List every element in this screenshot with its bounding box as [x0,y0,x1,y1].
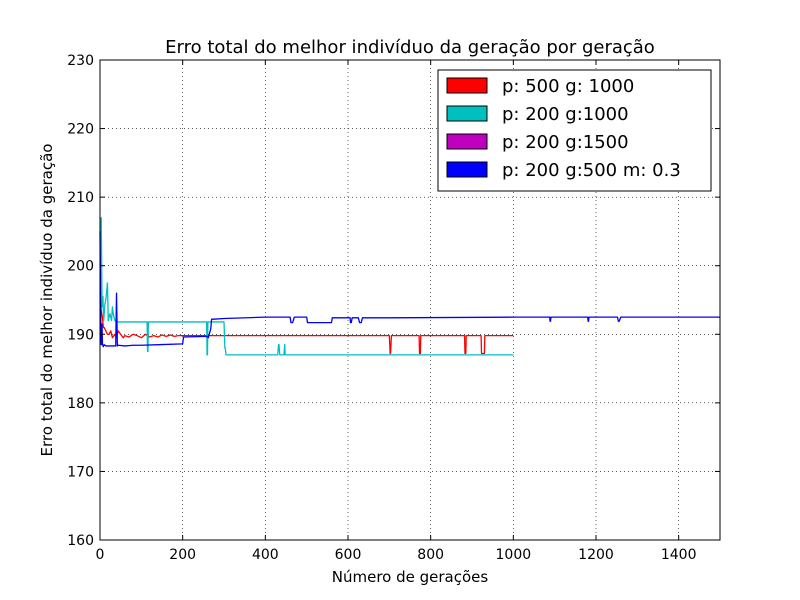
y-tick-label: 170 [67,464,94,480]
x-tick-label: 400 [252,547,279,563]
x-tick-label: 1000 [496,547,532,563]
y-tick-label: 220 [67,122,94,138]
series-line-0 [99,293,514,355]
series-line-1 [99,217,514,356]
x-tick-label: 800 [417,547,444,563]
y-tick-label: 200 [67,259,94,275]
legend-swatch [446,133,488,150]
y-tick-label: 230 [67,53,94,69]
legend-swatch [446,161,488,178]
legend-swatch [446,105,488,122]
x-tick-label: 1400 [661,547,697,563]
y-tick-label: 210 [67,190,94,206]
series-lines [99,217,720,356]
legend-label: p: 200 g:1500 [502,132,629,153]
legend-label: p: 200 g:500 m: 0.3 [502,160,681,181]
x-tick-label: 600 [335,547,362,563]
x-tick-label: 200 [169,547,196,563]
legend-swatch [446,77,488,94]
x-tick-label: 0 [96,547,105,563]
legend: p: 500 g: 1000 p: 200 g:1000 p: 200 g:1500… [437,69,712,192]
x-tick-label: 1200 [578,547,614,563]
y-tick-label: 160 [67,533,94,549]
axis-ticks: 0 200 400 600 800 1000 1200 1400 160 170 180 190 200… [67,53,720,563]
y-tick-label: 180 [67,396,94,412]
plot-area-frame [99,59,721,541]
legend-label: p: 500 g: 1000 [502,76,634,97]
chart-title: Erro total do melhor indivíduo da geraçã… [165,37,655,58]
x-axis-label: Número de gerações [332,568,489,586]
legend-label: p: 200 g:1000 [502,104,629,125]
y-axis-label: Erro total do melhor indivíduo da geraçã… [38,144,56,457]
series-line-3 [99,231,720,348]
y-tick-label: 190 [67,327,94,343]
